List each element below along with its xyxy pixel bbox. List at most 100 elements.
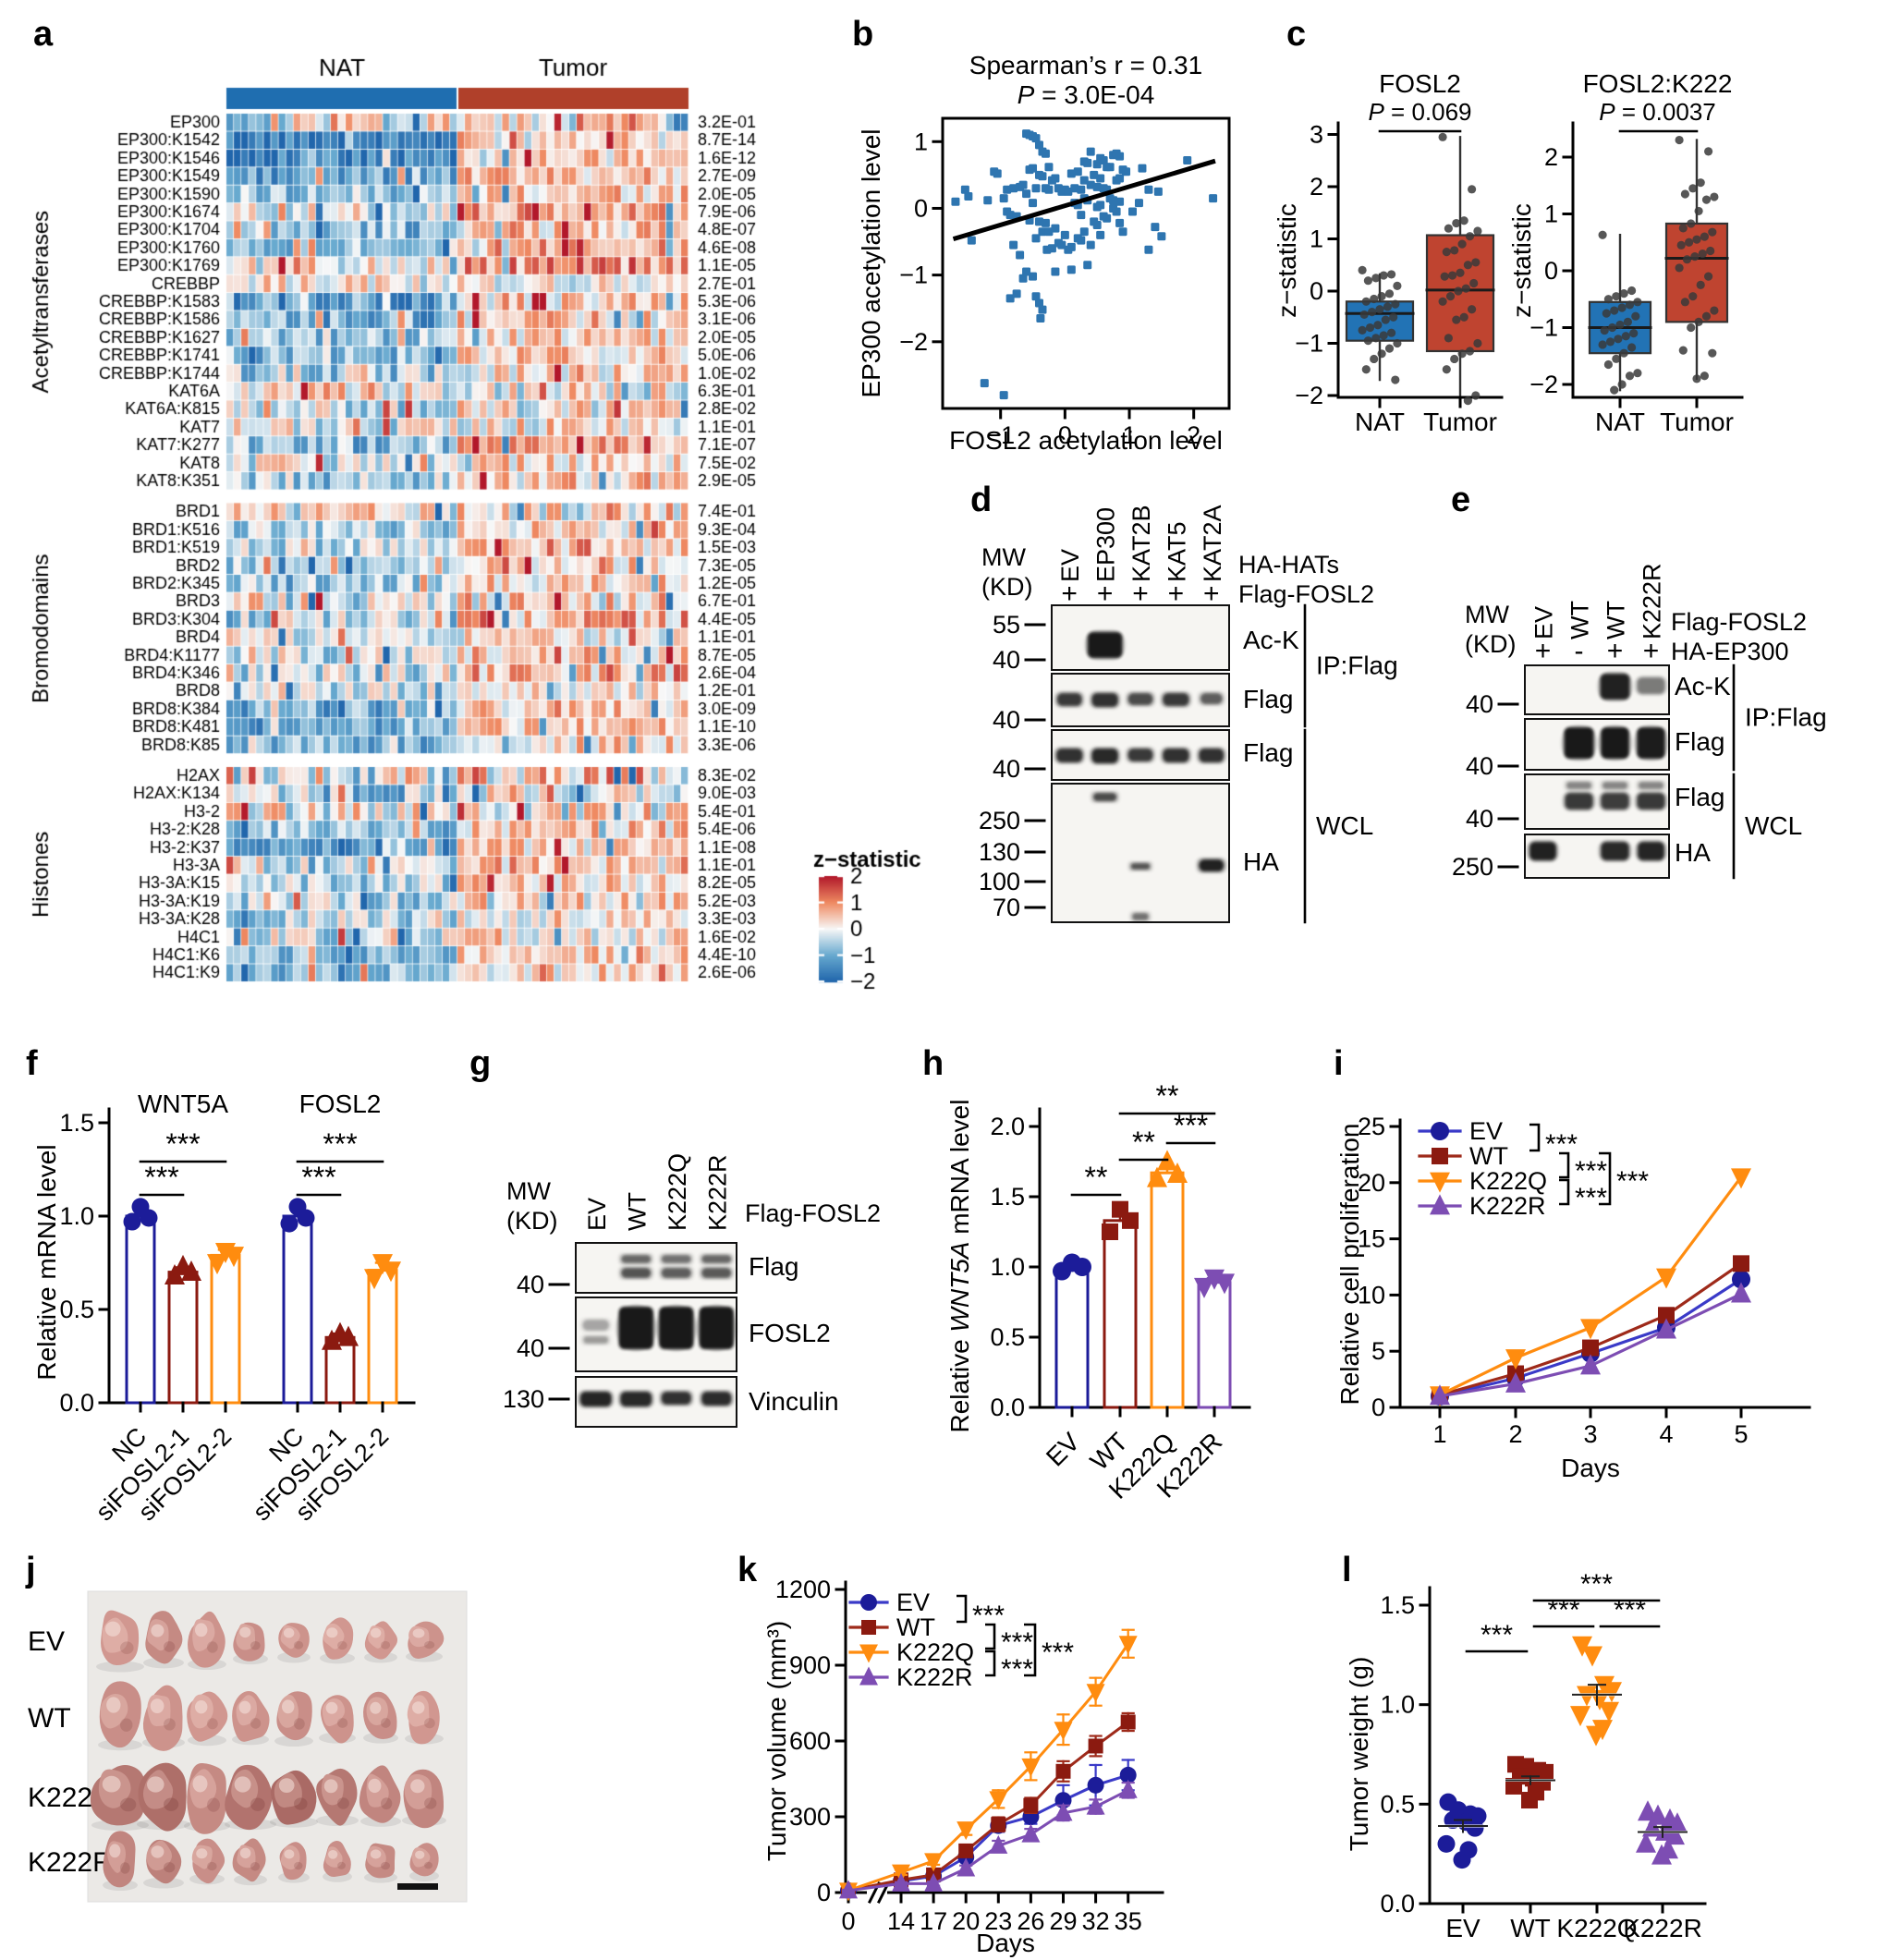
svg-text:3: 3 [1583, 1420, 1597, 1448]
svg-text:Flag: Flag [1675, 727, 1724, 756]
svg-text:−1: −1 [1529, 314, 1558, 342]
svg-text:KAT2B: KAT2B [1127, 505, 1155, 582]
svg-text:2: 2 [1508, 1420, 1522, 1448]
panel-letter-c: c [1286, 15, 1307, 54]
svg-text:***: *** [1481, 1620, 1513, 1650]
svg-text:+: + [1132, 578, 1149, 609]
svg-text:WT: WT [896, 1613, 935, 1641]
svg-text:***: *** [1575, 1156, 1607, 1187]
svg-text:z−statistic: z−statistic [1273, 203, 1301, 318]
svg-text:15: 15 [1358, 1225, 1385, 1253]
svg-text:+: + [1061, 578, 1078, 609]
svg-text:300: 300 [789, 1803, 831, 1831]
svg-text:+: + [1203, 578, 1220, 609]
panel-letter-a: a [33, 15, 54, 54]
svg-text:KAT2A: KAT2A [1199, 505, 1226, 582]
svg-text:z−statistic: z−statistic [1507, 203, 1536, 318]
heatmap-panel-a [0, 0, 952, 1035]
svg-text:K222R: K222R [703, 1154, 731, 1231]
svg-text:P = 0.0037: P = 0.0037 [1599, 98, 1716, 126]
svg-text:NAT: NAT [1355, 408, 1405, 436]
svg-text:26: 26 [1017, 1907, 1044, 1935]
svg-text:***: *** [1001, 1627, 1033, 1658]
svg-text:FOSL2 acetylation level: FOSL2 acetylation level [949, 426, 1223, 455]
svg-text:55: 55 [993, 611, 1020, 639]
svg-text:EV: EV [1530, 606, 1558, 639]
svg-text:20: 20 [952, 1907, 980, 1935]
svg-text:5: 5 [1734, 1420, 1748, 1448]
svg-text:−1: −1 [899, 262, 928, 289]
svg-text:**: ** [1156, 1079, 1179, 1113]
svg-text:20: 20 [1358, 1169, 1385, 1197]
svg-text:(KD): (KD) [981, 573, 1033, 601]
panel-letter-j: j [26, 1551, 36, 1589]
svg-text:WCL: WCL [1316, 811, 1373, 840]
svg-text:***: *** [1575, 1183, 1607, 1213]
svg-text:K222R: K222R [28, 1847, 113, 1878]
svg-text:MW: MW [1465, 601, 1509, 628]
svg-text:1: 1 [1432, 1420, 1446, 1448]
svg-text:***: *** [1545, 1129, 1578, 1160]
svg-text:HA: HA [1243, 847, 1279, 876]
svg-text:0.0: 0.0 [990, 1394, 1025, 1421]
svg-text:MW: MW [981, 543, 1026, 571]
svg-text:EP300 acetylation level: EP300 acetylation level [857, 128, 885, 397]
svg-text:***: *** [1001, 1654, 1033, 1685]
svg-text:70: 70 [993, 894, 1020, 921]
svg-text:K222R: K222R [1623, 1914, 1702, 1942]
svg-text:130: 130 [979, 838, 1020, 866]
svg-text:Relative mRNA level: Relative mRNA level [32, 1144, 61, 1380]
svg-text:0: 0 [1544, 257, 1558, 285]
panel-letter-i: i [1334, 1044, 1344, 1083]
svg-text:WNT5A: WNT5A [138, 1090, 228, 1118]
svg-text:1.5: 1.5 [990, 1183, 1025, 1211]
svg-text:40: 40 [993, 646, 1020, 674]
blot-panel-d: MW(KD)EV EP300 KAT2B KAT5 KAT2A+ + + + +HA-HATsF… [979, 505, 1398, 924]
svg-text:Flag: Flag [749, 1252, 798, 1281]
panel-letter-e: e [1451, 481, 1471, 519]
svg-text:600: 600 [789, 1727, 831, 1755]
svg-text:EV: EV [1056, 549, 1084, 582]
svg-text:14: 14 [887, 1907, 915, 1935]
svg-text:FOSL2: FOSL2 [749, 1319, 831, 1347]
svg-text:Flag: Flag [1243, 685, 1293, 713]
svg-text:FOSL2: FOSL2 [1379, 69, 1461, 98]
svg-text:0: 0 [1371, 1394, 1385, 1421]
svg-text:29: 29 [1049, 1907, 1077, 1935]
svg-text:−1: −1 [1295, 330, 1323, 358]
panel-letter-l: l [1342, 1551, 1352, 1589]
svg-text:EV: EV [583, 1198, 611, 1231]
svg-text:P = 3.0E-04: P = 3.0E-04 [1018, 80, 1155, 109]
svg-text:***: *** [1616, 1166, 1649, 1197]
svg-text:Days: Days [976, 1929, 1035, 1957]
svg-text:0.0: 0.0 [59, 1389, 94, 1417]
svg-text:250: 250 [979, 807, 1020, 834]
svg-text:**: ** [1085, 1161, 1108, 1194]
svg-text:EV: EV [1469, 1117, 1503, 1145]
svg-text:1: 1 [914, 128, 928, 155]
svg-text:Vinculin: Vinculin [749, 1387, 839, 1416]
svg-text:***: *** [1580, 1569, 1613, 1600]
svg-text:+: + [1535, 636, 1552, 666]
svg-text:***: *** [1042, 1637, 1074, 1668]
svg-text:***: *** [301, 1161, 335, 1194]
svg-text:1: 1 [1544, 201, 1558, 228]
svg-text:2.0: 2.0 [990, 1113, 1025, 1140]
svg-text:40: 40 [1466, 690, 1493, 718]
svg-text:Days: Days [1561, 1454, 1620, 1482]
svg-text:0.5: 0.5 [990, 1323, 1025, 1351]
svg-text:**: ** [1132, 1126, 1155, 1159]
svg-text:EV: EV [1445, 1914, 1481, 1942]
svg-text:FOSL2: FOSL2 [299, 1090, 382, 1118]
svg-text:17: 17 [920, 1907, 947, 1935]
svg-text:Relative cell proliferation: Relative cell proliferation [1335, 1123, 1364, 1405]
svg-text:40: 40 [1466, 805, 1493, 833]
svg-text:IP:Flag: IP:Flag [1316, 651, 1398, 680]
svg-text:HA-EP300: HA-EP300 [1671, 638, 1789, 665]
svg-text:Tumor weight (g): Tumor weight (g) [1345, 1657, 1373, 1852]
svg-text:HA: HA [1675, 838, 1711, 867]
svg-text:1: 1 [1310, 225, 1323, 253]
line-k: 0 300 600 900 1200 0 14 17 20 23 26 29 32 35 Days Tumor… [762, 1576, 1164, 1957]
svg-text:+: + [1168, 578, 1185, 609]
